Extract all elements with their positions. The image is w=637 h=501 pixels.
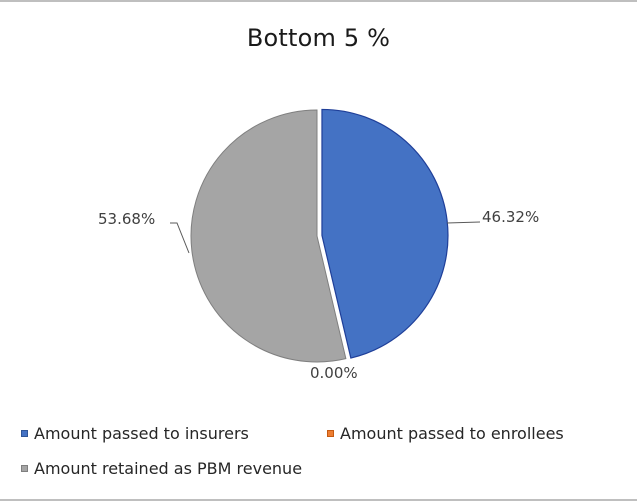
data-label-pbm: 53.68% [98,210,156,228]
data-label-enrollees: 0.00% [310,364,358,382]
leader-line-insurers [446,221,481,224]
legend-label-pbm-revenue: Amount retained as PBM revenue [34,459,303,478]
pie-slice-insurers[interactable] [321,108,449,359]
chart-title: Bottom 5 % [246,24,391,52]
legend-swatch-gray-icon [21,465,28,472]
leader-line-pbm [170,222,190,254]
pie-slice-pbm-revenue[interactable] [190,109,347,363]
legend-item-pbm-revenue[interactable]: Amount retained as PBM revenue [21,459,302,478]
legend-swatch-orange-icon [327,430,334,437]
legend-label-insurers: Amount passed to insurers [34,424,249,443]
data-label-insurers: 46.32% [482,208,540,226]
legend-item-insurers[interactable]: Amount passed to insurers [21,424,249,443]
legend-item-enrollees[interactable]: Amount passed to enrollees [327,424,564,443]
legend-swatch-blue-icon [21,430,28,437]
legend-label-enrollees: Amount passed to enrollees [340,424,564,443]
